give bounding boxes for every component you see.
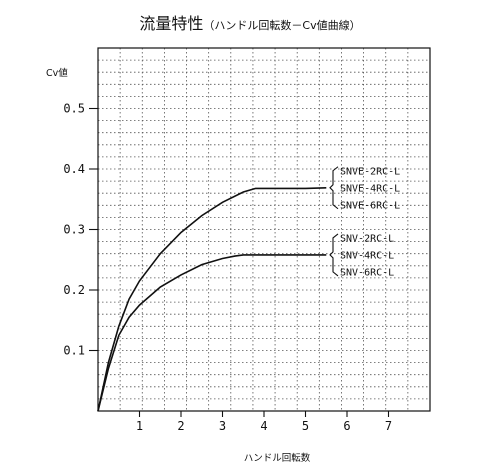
legend-label: SNV-6RC-L [340, 267, 394, 278]
series-curve-1 [97, 187, 327, 412]
x-tick-label: 7 [385, 419, 392, 433]
y-tick-label: 0.4 [63, 162, 85, 176]
legend-label: SNVE-2RC-L [340, 166, 400, 177]
axis-ticks: 0.1 0.2 0.3 0.4 0.5 1 2 3 4 5 6 7 [63, 102, 392, 434]
x-tick-label: 2 [177, 419, 184, 433]
legend-label: SNV-4RC-L [340, 250, 394, 261]
legend-label: SNV-2RC-L [340, 233, 394, 244]
grid [98, 48, 430, 411]
y-tick-label: 0.1 [63, 344, 85, 358]
x-tick-label: 6 [343, 419, 350, 433]
x-tick-label: 5 [302, 419, 309, 433]
legend-label: SNVE-4RC-L [340, 183, 400, 194]
x-tick-label: 3 [219, 419, 226, 433]
x-tick-label: 1 [136, 419, 143, 433]
legend-brace-2 [329, 233, 339, 277]
chart-title-sub: （ハンドル回転数－Cv値曲線） [203, 18, 360, 32]
chart-title-main: 流量特性 [139, 14, 203, 33]
y-axis-title: Cv値 [46, 67, 68, 79]
legend: SNVE-2RC-L SNVE-4RC-L SNVE-6RC-L SNV-2RC-L S… [329, 166, 400, 278]
legend-brace-1 [329, 166, 339, 210]
y-tick-label: 0.3 [63, 223, 85, 237]
x-axis-title: ハンドル回転数 [244, 452, 311, 464]
x-tick-label: 4 [260, 419, 267, 433]
legend-label: SNVE-6RC-L [340, 200, 400, 211]
series-curve-2 [97, 254, 327, 412]
y-tick-label: 0.2 [63, 283, 85, 297]
y-tick-label: 0.5 [63, 102, 85, 116]
plot-frame [97, 47, 431, 412]
chart-title: 流量特性（ハンドル回転数－Cv値曲線） [139, 14, 360, 33]
series-curves [97, 187, 327, 412]
